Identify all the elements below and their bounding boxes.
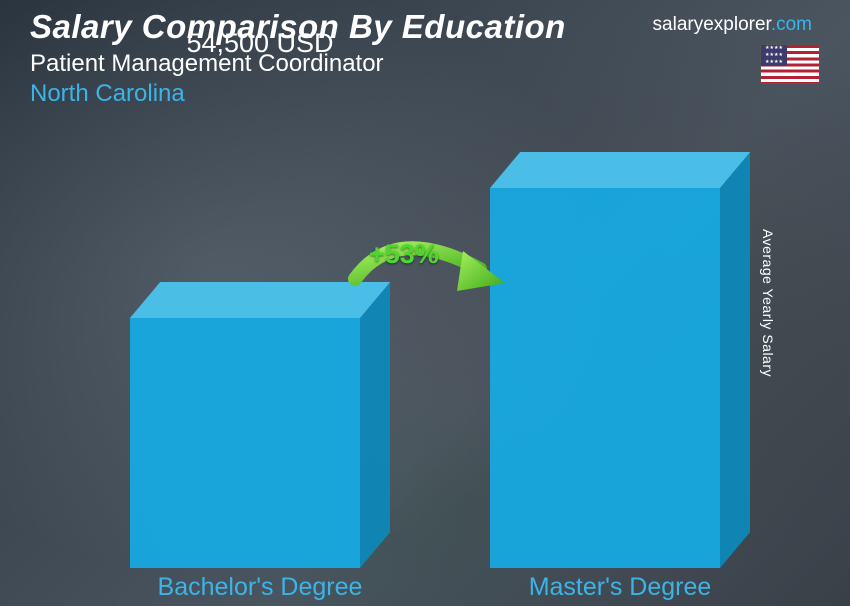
percent-increase: +53% — [369, 239, 439, 270]
bar-value-label: 54,500 USD — [130, 28, 390, 59]
country-flag-icon — [760, 44, 820, 84]
brand-logo: salaryexplorer.com — [653, 14, 812, 36]
bar-category-label: Bachelor's Degree — [130, 573, 390, 602]
bar-chart: 54,500 USD83,100 USD +53% Bachelor's Deg… — [0, 126, 850, 606]
bar-bachelors: 54,500 USD — [130, 318, 390, 568]
increase-arrow: +53% — [335, 231, 535, 311]
bar-top — [490, 152, 750, 188]
bar-category-label: Master's Degree — [490, 573, 750, 602]
brand-name: salaryexplorer — [653, 14, 771, 35]
location: North Carolina — [30, 80, 820, 108]
brand-suffix: .com — [771, 14, 812, 35]
bar-side — [360, 282, 390, 568]
bar-side — [720, 152, 750, 568]
bar-front — [130, 318, 360, 568]
